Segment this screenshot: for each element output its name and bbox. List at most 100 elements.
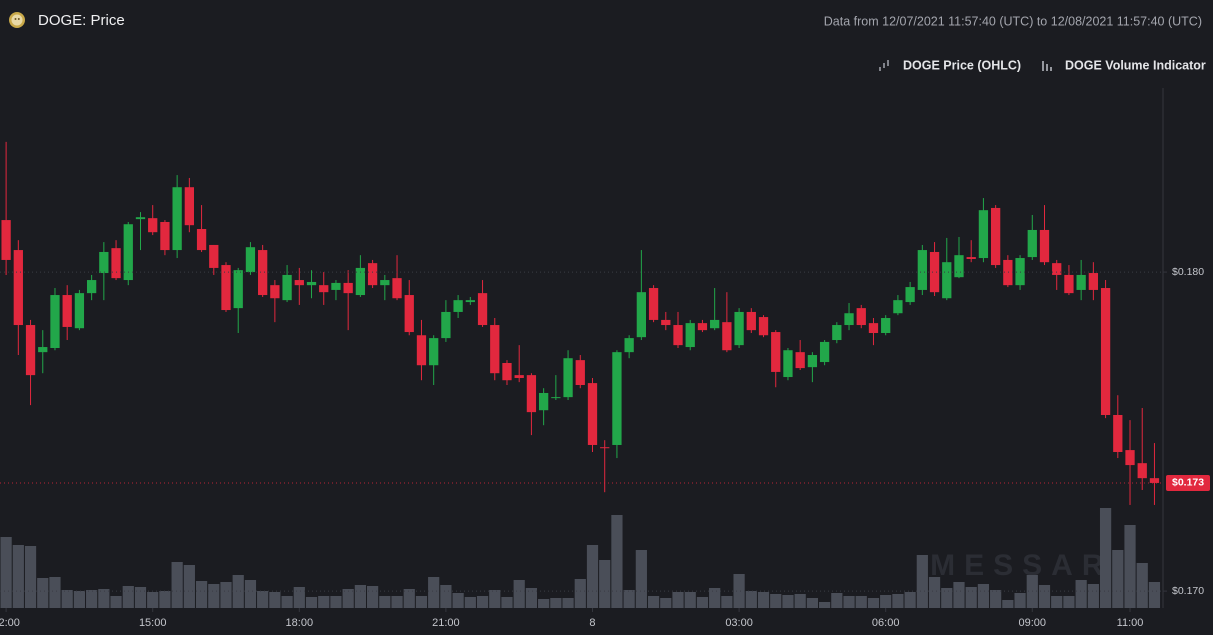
volume-bar <box>818 602 831 608</box>
candle-body <box>648 288 659 320</box>
volume-bar <box>489 590 501 608</box>
candle-body <box>99 251 109 274</box>
volume-bar <box>428 577 440 608</box>
candle-body <box>196 229 207 251</box>
volume-bar <box>1148 582 1161 608</box>
candle-body <box>392 278 402 299</box>
watermark: MESSARI <box>930 549 1130 582</box>
volume-bar <box>709 588 721 608</box>
candle-body <box>514 375 524 378</box>
volume-bar <box>1087 584 1099 608</box>
legend-label[interactable]: DOGE Price (OHLC) <box>903 58 1021 72</box>
volume-bar <box>757 592 770 608</box>
volume-bar <box>916 555 928 608</box>
candle-body <box>844 313 854 326</box>
volume-bar <box>452 593 464 608</box>
volume-bar <box>379 596 391 608</box>
volume-bar <box>562 598 574 608</box>
candle-body <box>160 221 170 251</box>
candle-body <box>1003 259 1013 286</box>
volume-bar <box>550 598 562 608</box>
volume-bar <box>831 593 843 608</box>
candle-body <box>538 392 549 411</box>
candle-body <box>62 295 72 327</box>
legend-icon-price <box>879 60 889 71</box>
volume-bar <box>37 578 49 608</box>
volume-bar <box>990 590 1002 608</box>
volume-bar <box>159 591 171 608</box>
volume-bar <box>586 545 599 608</box>
candle-body <box>587 383 598 445</box>
volume-bar <box>366 586 379 608</box>
candle-body <box>319 285 329 293</box>
candle-body <box>551 397 561 399</box>
x-tick-label: 09:00 <box>1019 617 1047 629</box>
candle-body <box>25 325 36 376</box>
candle-body <box>306 281 317 286</box>
candle-body <box>465 300 475 303</box>
candle-body <box>771 332 781 372</box>
volume-bar <box>281 596 293 608</box>
volume-bar <box>904 592 916 608</box>
volume-bar <box>208 584 220 608</box>
candle-body <box>966 257 976 259</box>
volume-bar <box>635 550 647 608</box>
candle-body <box>673 325 683 346</box>
volume-bar <box>794 594 806 608</box>
candle-body <box>343 282 353 294</box>
candle-body <box>734 311 744 346</box>
volume-bar <box>1124 525 1136 608</box>
candle-body <box>429 338 439 366</box>
candle-body <box>294 280 304 286</box>
volume-bar <box>1038 585 1051 608</box>
volume-bar <box>696 597 709 608</box>
x-tick-label: 15:00 <box>139 617 167 629</box>
x-tick-label: 21:00 <box>432 617 460 629</box>
volume-bar <box>134 587 147 608</box>
volume-bar <box>855 596 867 608</box>
last-price-badge <box>1166 474 1210 491</box>
candle-body <box>477 293 488 326</box>
volume-bar <box>733 574 745 608</box>
volume-bar <box>1014 593 1026 608</box>
volume-bar <box>61 590 73 608</box>
candle-body <box>184 187 194 226</box>
volume-bar <box>513 580 525 608</box>
candle-body <box>856 308 866 326</box>
volume-bar <box>684 592 696 608</box>
candle-body <box>502 362 512 381</box>
x-tick-label: 12:00 <box>0 617 20 629</box>
x-tick-label: 03:00 <box>725 617 753 629</box>
candle-body <box>1113 414 1123 452</box>
volume-bar <box>1002 600 1014 608</box>
volume-bar <box>1051 596 1063 608</box>
volume-bar <box>98 589 110 608</box>
volume-bar <box>721 596 733 608</box>
last-price-label: $0.173 <box>1172 477 1204 489</box>
candle-body <box>380 280 390 286</box>
chart-subtitle: Data from 12/07/2021 11:57:40 (UTC) to 1… <box>824 14 1202 28</box>
candle-body <box>355 267 366 296</box>
candle-body <box>1088 273 1099 290</box>
volume-bar <box>244 580 257 608</box>
x-tick-label: 06:00 <box>872 617 900 629</box>
volume-bar <box>953 582 965 608</box>
volume-bar <box>525 588 538 608</box>
legend: DOGE Price (OHLC) DOGE Volume Indicator <box>879 58 1206 72</box>
volume-bar <box>1063 596 1075 608</box>
candle-body <box>783 350 793 378</box>
candle-body <box>416 335 427 366</box>
volume-bar <box>73 591 86 608</box>
candle-body <box>978 210 989 259</box>
candle-body <box>929 251 940 293</box>
candle-body <box>758 317 769 336</box>
candle-body <box>441 311 451 339</box>
volume-bar <box>147 592 159 608</box>
volume-bar <box>232 575 244 608</box>
legend-label[interactable]: DOGE Volume Indicator <box>1065 58 1206 72</box>
candle-body <box>1125 450 1135 466</box>
volume-bar <box>86 590 98 608</box>
candle-body <box>148 218 158 233</box>
volume-bar <box>49 577 61 608</box>
volume-bar <box>122 586 134 608</box>
